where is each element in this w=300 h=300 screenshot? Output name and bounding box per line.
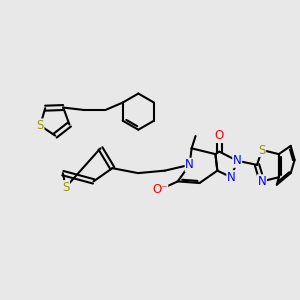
Text: S: S — [258, 143, 266, 157]
Text: O⁻: O⁻ — [152, 183, 168, 196]
Text: S: S — [37, 119, 44, 132]
Text: N: N — [227, 171, 236, 184]
Text: S: S — [62, 181, 70, 194]
Text: N: N — [185, 158, 194, 171]
Text: O: O — [215, 130, 224, 142]
Text: N: N — [258, 175, 266, 188]
Text: N: N — [233, 154, 242, 167]
